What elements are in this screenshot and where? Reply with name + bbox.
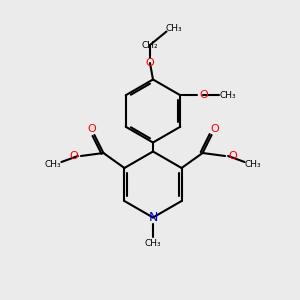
Text: CH₂: CH₂ xyxy=(142,40,158,50)
Text: O: O xyxy=(146,58,154,68)
Text: O: O xyxy=(228,151,237,161)
Text: O: O xyxy=(87,124,96,134)
Text: O: O xyxy=(69,151,78,161)
Text: N: N xyxy=(148,211,158,224)
Text: CH₃: CH₃ xyxy=(145,239,161,248)
Text: O: O xyxy=(210,124,219,134)
Text: CH₃: CH₃ xyxy=(45,160,61,169)
Text: CH₃: CH₃ xyxy=(166,24,182,33)
Text: CH₃: CH₃ xyxy=(219,91,236,100)
Text: CH₃: CH₃ xyxy=(245,160,261,169)
Text: O: O xyxy=(199,90,208,100)
